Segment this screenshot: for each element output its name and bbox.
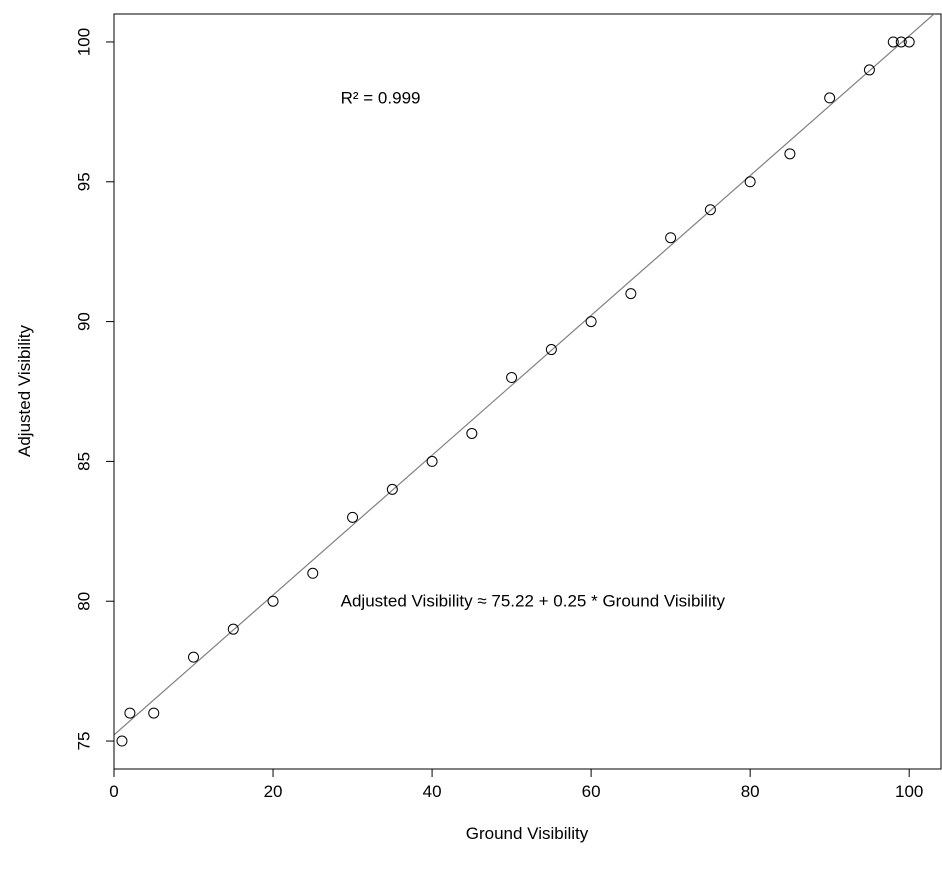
data-point <box>824 92 836 104</box>
y-axis: 75 80 85 90 95 100 <box>75 28 115 751</box>
x-axis: 0 20 40 60 80 100 <box>109 768 923 801</box>
data-point <box>863 64 875 76</box>
r-squared-annotation: R² = 0.999 <box>341 88 421 107</box>
x-tick-label: 0 <box>109 782 118 801</box>
data-point <box>227 623 239 635</box>
data-point <box>148 707 160 719</box>
y-tick-label: 85 <box>75 452 94 471</box>
data-point <box>386 483 398 495</box>
y-tick-label: 80 <box>75 592 94 611</box>
data-point <box>545 344 557 356</box>
data-point <box>188 651 200 663</box>
x-tick-label: 20 <box>264 782 283 801</box>
fit-line <box>114 14 935 736</box>
data-point <box>124 707 136 719</box>
y-tick-label: 95 <box>75 172 94 191</box>
data-point <box>585 316 597 328</box>
x-tick-label: 100 <box>895 782 923 801</box>
x-tick-label: 80 <box>741 782 760 801</box>
x-tick-label: 40 <box>423 782 442 801</box>
data-point <box>665 232 677 244</box>
data-point <box>887 36 899 48</box>
data-point <box>426 455 438 467</box>
data-point <box>116 735 128 747</box>
data-point <box>704 204 716 216</box>
y-tick-label: 75 <box>75 732 94 751</box>
data-point <box>307 567 319 579</box>
fit-line-layer <box>114 14 935 736</box>
data-point <box>744 176 756 188</box>
plot-frame <box>113 13 942 770</box>
data-point <box>903 36 915 48</box>
equation-annotation: Adjusted Visibility ≈ 75.22 + 0.25 * Gro… <box>341 592 726 611</box>
data-point <box>506 372 518 384</box>
data-point <box>784 148 796 160</box>
y-tick-label: 100 <box>75 28 94 56</box>
annotation-layer: R² = 0.999 Adjusted Visibility ≈ 75.22 + … <box>341 88 726 610</box>
points-layer <box>116 36 915 747</box>
data-point <box>267 595 279 607</box>
x-tick-label: 60 <box>582 782 601 801</box>
data-point <box>895 36 907 48</box>
y-axis-label: Adjusted Visibility <box>15 325 34 457</box>
x-axis-label: Ground Visibility <box>466 824 589 843</box>
data-point <box>625 288 637 300</box>
data-point <box>347 511 359 523</box>
data-point <box>466 427 478 439</box>
y-tick-label: 90 <box>75 312 94 331</box>
